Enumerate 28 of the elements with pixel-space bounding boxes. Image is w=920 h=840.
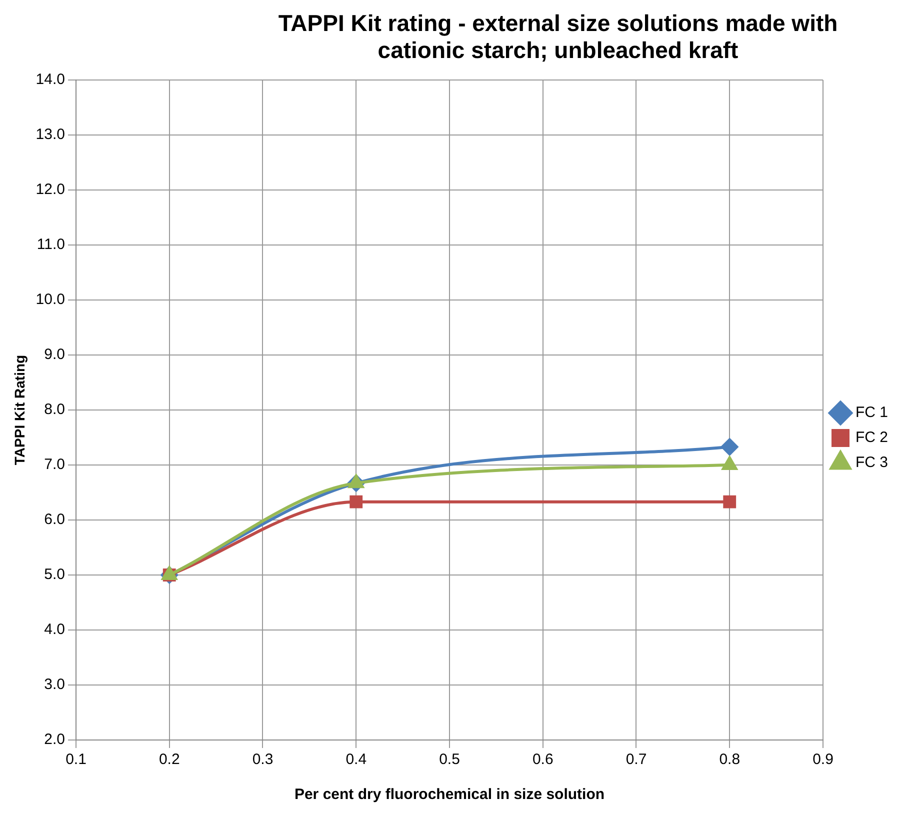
legend-label: FC 2 (855, 429, 888, 446)
y-tick-label: 13.0 (36, 126, 65, 144)
y-tick-label: 2.0 (44, 731, 65, 748)
x-tick-label: 0.6 (532, 751, 554, 768)
y-tick-label: 12.0 (36, 181, 65, 198)
chart-title: TAPPI Kit rating - external size solutions made with cationic starch; unbleached kraft (277, 10, 839, 64)
x-tick-label: 0.8 (719, 751, 740, 768)
x-tick-label: 0.7 (626, 751, 647, 768)
legend-label: FC 3 (855, 454, 888, 472)
y-tick-label: 8.0 (44, 401, 65, 418)
y-tick-label: 10.0 (36, 291, 65, 308)
x-tick-label: 0.1 (66, 751, 86, 768)
x-tick-label: 0.4 (346, 751, 367, 768)
y-axis-title: TAPPI Kit Rating (11, 354, 28, 466)
y-tick-label: 4.0 (44, 621, 65, 638)
y-tick-label: 11.0 (36, 236, 65, 254)
x-tick-label: 0.2 (158, 751, 180, 768)
y-tick-label: 3.0 (44, 676, 65, 694)
x-tick-label: 0.5 (439, 751, 460, 768)
x-tick-label: 0.9 (812, 751, 834, 768)
y-tick-label: 14.0 (36, 71, 65, 88)
y-tick-label: 6.0 (44, 511, 65, 528)
legend-label: FC 1 (855, 404, 888, 422)
x-tick-label: 0.3 (252, 751, 274, 768)
y-tick-label: 7.0 (44, 456, 65, 474)
x-axis-title: Per cent dry fluorochemical in size solution (294, 786, 605, 804)
y-tick-label: 5.0 (44, 566, 65, 584)
y-tick-label: 9.0 (44, 346, 65, 364)
